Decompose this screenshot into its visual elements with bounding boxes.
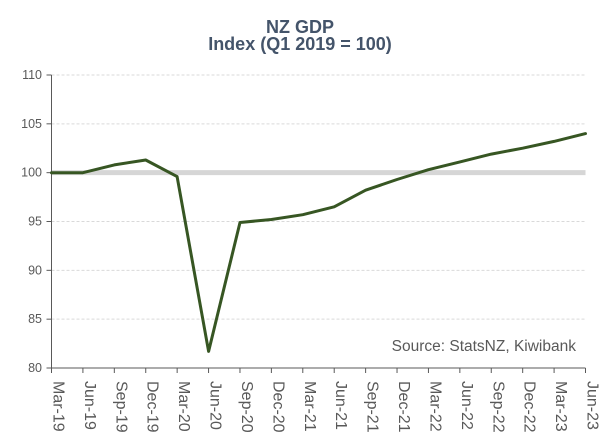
- svg-text:100: 100: [21, 166, 42, 180]
- svg-text:Jun-21: Jun-21: [332, 381, 349, 430]
- svg-text:Sep-19: Sep-19: [112, 381, 129, 433]
- svg-text:Sep-22: Sep-22: [489, 381, 506, 433]
- svg-text:Dec-21: Dec-21: [395, 381, 412, 433]
- svg-text:Mar-20: Mar-20: [175, 381, 192, 432]
- svg-text:Mar-23: Mar-23: [552, 381, 569, 432]
- svg-text:Source: StatsNZ, Kiwibank: Source: StatsNZ, Kiwibank: [392, 338, 577, 355]
- svg-text:Jun-22: Jun-22: [458, 381, 475, 430]
- svg-text:Jun-19: Jun-19: [81, 381, 98, 430]
- svg-text:Dec-22: Dec-22: [521, 381, 538, 433]
- svg-text:Dec-19: Dec-19: [144, 381, 161, 433]
- svg-text:Sep-21: Sep-21: [364, 381, 381, 433]
- svg-text:110: 110: [22, 68, 42, 82]
- svg-text:Mar-21: Mar-21: [301, 381, 318, 432]
- svg-text:Dec-20: Dec-20: [269, 381, 286, 433]
- svg-text:90: 90: [28, 263, 42, 277]
- svg-text:85: 85: [28, 312, 42, 326]
- svg-text:Jun-23: Jun-23: [584, 381, 600, 430]
- svg-text:95: 95: [28, 215, 42, 229]
- svg-text:Mar-22: Mar-22: [426, 381, 443, 432]
- svg-text:Jun-20: Jun-20: [207, 381, 224, 430]
- svg-text:105: 105: [21, 117, 42, 131]
- svg-text:Sep-20: Sep-20: [238, 381, 255, 433]
- svg-text:80: 80: [28, 361, 42, 375]
- svg-text:Mar-19: Mar-19: [50, 381, 67, 432]
